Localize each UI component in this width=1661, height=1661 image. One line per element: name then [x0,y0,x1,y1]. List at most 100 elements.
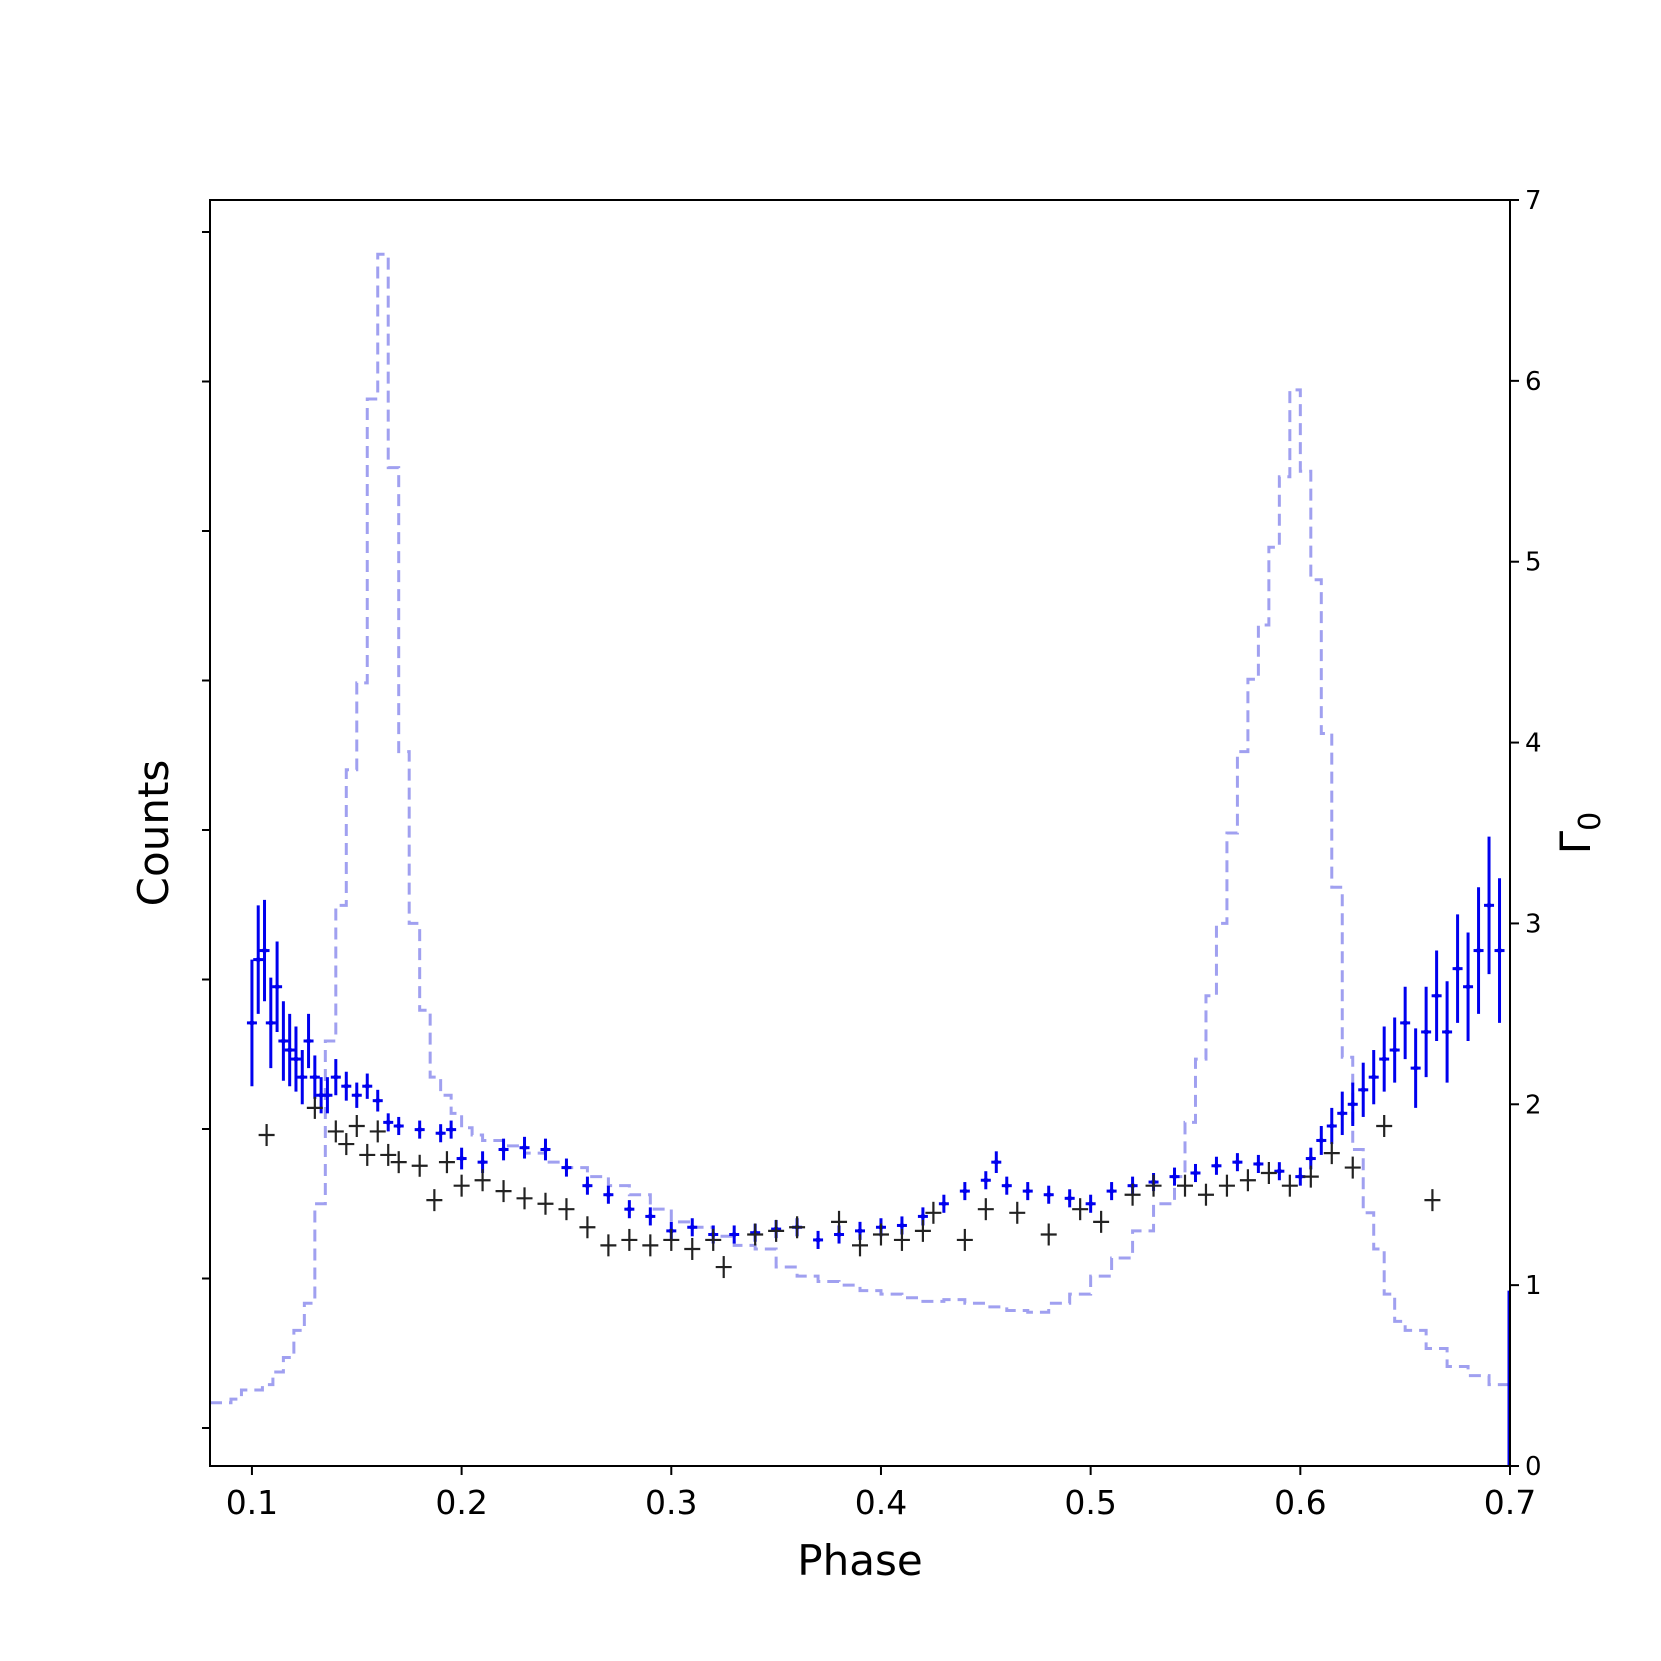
black-data-point [715,1256,732,1279]
blue-marker [318,1092,324,1098]
blue-data-point [1452,914,1463,1023]
blue-marker [448,1127,454,1133]
blue-data-point [938,1194,949,1213]
blue-data-point [290,1026,301,1092]
blue-marker [1308,1156,1314,1162]
x-tick-label: 0.7 [1484,1483,1536,1522]
blue-marker [274,984,280,990]
blue-marker [962,1188,968,1194]
black-data-point [852,1234,868,1257]
blue-marker [993,1159,999,1165]
black-data-point [705,1228,722,1251]
blue-marker [1172,1174,1178,1180]
black-data-point [1376,1114,1393,1137]
blue-data-point [297,1050,308,1105]
right-axis-title: Γ0 [1551,812,1608,855]
blue-data-point [1410,1028,1421,1108]
blue-marker [312,1074,318,1080]
black-data-point [258,1124,275,1147]
blue-data-point [1316,1125,1327,1155]
blue-data-point [303,1013,314,1069]
black-data-point [411,1154,428,1177]
blue-marker [1360,1087,1366,1093]
blue-data-point [1421,986,1432,1078]
blue-data-point [435,1124,446,1143]
blue-marker [459,1156,465,1162]
blue-data-point [351,1082,362,1108]
black-data-point [438,1151,455,1174]
black-data-point [1260,1162,1277,1185]
blue-marker [1392,1047,1398,1053]
axes-frame [209,199,1511,1467]
black-data-point [621,1228,638,1251]
right-y-tick-label: 6 [1525,367,1542,397]
black-data-point [1197,1183,1214,1206]
black-data-point [1009,1201,1026,1224]
blue-data-point [687,1218,698,1237]
black-data-point [747,1223,764,1246]
blue-marker [1088,1201,1094,1207]
right-y-tick-label: 1 [1525,1271,1542,1301]
blue-marker [836,1232,842,1238]
black-data-point [380,1143,397,1166]
x-tick-label: 0.5 [1064,1483,1116,1522]
black-data-point [474,1169,491,1192]
blue-data-point [272,941,283,1032]
blue-data-point [446,1120,457,1139]
black-data-point [642,1234,659,1257]
blue-marker [501,1147,507,1152]
blue-marker [1455,966,1461,972]
blue-marker [280,1038,286,1044]
black-data-point [925,1201,942,1224]
blue-marker [1413,1065,1419,1071]
black-data-point [1239,1169,1256,1192]
blue-data-point [1085,1194,1096,1213]
blue-data-point [1253,1154,1264,1174]
blue-marker [1371,1074,1377,1080]
black-data-point [1124,1183,1141,1206]
blue-data-point [519,1136,530,1159]
blue-marker [815,1237,821,1243]
blue-marker [1444,1029,1450,1035]
right-y-tick-label: 0 [1525,1452,1542,1482]
blue-data-point [1463,932,1474,1041]
black-data-point [579,1216,596,1239]
black-data-point [327,1120,344,1143]
blue-data-point [1379,1026,1390,1092]
blue-marker [1025,1188,1031,1194]
black-data-point [768,1219,785,1242]
blue-marker [857,1228,863,1234]
black-data-point [1072,1198,1089,1221]
blue-marker [1276,1168,1282,1174]
blue-data-point [645,1207,656,1226]
blue-data-point [1169,1167,1180,1186]
x-tick-label: 0.1 [226,1483,278,1522]
black-data-point [369,1120,386,1143]
black-data-point [789,1216,806,1239]
blue-data-point [246,959,257,1087]
blue-marker [626,1206,632,1212]
black-data-point [390,1151,407,1174]
black-data-point [338,1133,355,1156]
blue-data-point [1494,878,1505,1023]
blue-data-point [265,977,276,1069]
black-data-point [1344,1156,1361,1179]
black-data-point [1281,1174,1298,1197]
black-data-point [663,1228,680,1251]
blue-data-point [1326,1107,1337,1145]
blue-data-point [1106,1182,1117,1201]
blue-data-point [1431,950,1442,1041]
blue-marker [354,1092,360,1098]
blue-marker [1402,1020,1408,1026]
black-data-point [600,1234,617,1257]
blue-data-point [729,1225,740,1244]
blue-data-point [1484,836,1495,975]
blue-data-point [1400,986,1411,1060]
black-data-point [426,1189,443,1212]
blue-marker [1255,1161,1261,1167]
blue-data-point [1211,1156,1222,1175]
blue-marker [647,1213,653,1219]
x-tick-label: 0.2 [435,1483,487,1522]
blue-marker [1192,1170,1198,1176]
